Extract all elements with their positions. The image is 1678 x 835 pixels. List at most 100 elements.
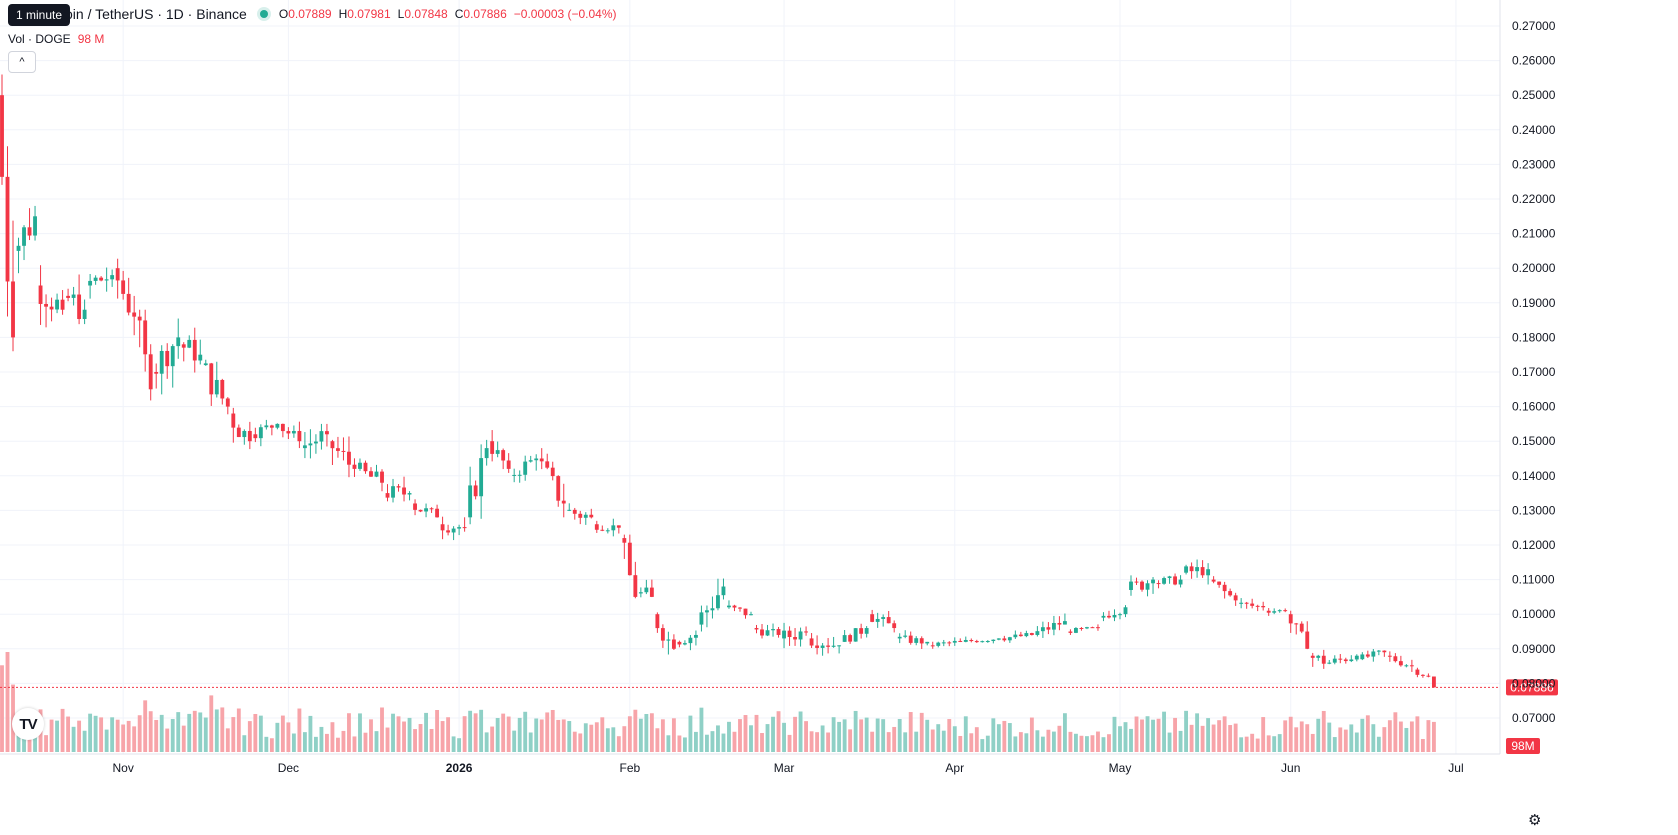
volume-bar — [1415, 716, 1420, 752]
volume-bar — [1321, 710, 1326, 752]
price-tick-label: 0.09000 — [1512, 642, 1556, 656]
candle-body — [71, 294, 76, 298]
price-tick-label: 0.27000 — [1512, 19, 1556, 33]
volume-bar — [269, 738, 274, 752]
high-label: H — [338, 7, 348, 21]
volume-bar — [561, 719, 566, 752]
candle-body — [826, 645, 831, 647]
candle-body — [302, 445, 307, 449]
last-volume-label: 98M — [1511, 739, 1534, 753]
candle-body — [1129, 581, 1133, 590]
volume-bar — [198, 712, 203, 752]
price-axis[interactable]: 0.27000 0.26000 0.25000 0.24000 0.23000 0.220… — [1499, 0, 1556, 754]
candle-body — [1371, 651, 1376, 657]
candle-body — [484, 448, 489, 459]
candle-body — [848, 635, 853, 642]
volume-bar — [176, 712, 181, 752]
candle-body — [716, 595, 720, 609]
candle-body — [1018, 634, 1023, 637]
candle-body — [1404, 665, 1409, 667]
volume-bar — [1024, 733, 1029, 752]
volume-bar — [682, 737, 687, 752]
candle-body — [440, 524, 445, 531]
volume-bar — [27, 730, 32, 752]
candle-body — [385, 493, 390, 498]
settings-gear-icon[interactable]: ⚙ — [1528, 812, 1542, 829]
volume-bar — [611, 727, 616, 752]
volume-bar — [1112, 716, 1117, 752]
candle-body — [176, 337, 181, 347]
volume-bar — [1266, 735, 1271, 752]
candle-body — [451, 528, 456, 533]
candle-body — [996, 638, 1001, 640]
volume-bar — [991, 718, 996, 752]
volume-bar — [330, 722, 335, 752]
candle-body — [903, 635, 908, 637]
candle-body — [258, 427, 263, 439]
time-axis[interactable]: Nov Dec 2026 Feb Mar Apr May Jun Jul — [0, 753, 1500, 775]
candle-body — [1162, 578, 1166, 584]
volume-label[interactable]: Vol · DOGE — [8, 32, 71, 46]
candle-body — [776, 629, 781, 635]
volume-bar — [302, 732, 307, 752]
candle-body — [611, 525, 616, 531]
candle-body — [820, 645, 825, 648]
price-tick-label: 0.21000 — [1512, 227, 1556, 241]
candle-body — [886, 617, 891, 624]
candle-body — [1123, 607, 1128, 615]
candle-body — [699, 612, 704, 625]
volume-bar — [782, 722, 786, 752]
candle-body — [1057, 622, 1062, 625]
volume-bar — [710, 731, 715, 752]
volume-bar — [143, 700, 148, 752]
candle-body — [1090, 627, 1095, 629]
candle-body — [1085, 627, 1089, 629]
volume-series — [0, 652, 1436, 752]
candle-body — [93, 277, 98, 281]
volume-bar — [875, 718, 880, 752]
volume-bar — [804, 721, 809, 752]
volume-bar — [1343, 729, 1348, 752]
volume-bar — [435, 709, 440, 752]
candle-body — [468, 485, 473, 518]
time-tick-label: Jun — [1281, 761, 1300, 775]
volume-bar — [429, 728, 434, 752]
candle-body — [1316, 655, 1321, 658]
candle-body — [1398, 661, 1403, 666]
candle-body — [1244, 602, 1249, 604]
candle-body — [622, 538, 627, 543]
candle-body — [1035, 631, 1040, 635]
candle-body — [347, 451, 351, 465]
volume-bar — [1013, 736, 1018, 752]
volume-bar — [214, 709, 219, 752]
candle-body — [985, 641, 990, 643]
candle-body — [572, 509, 577, 514]
candle-body — [859, 628, 864, 634]
volume-bar — [1409, 721, 1414, 752]
candle-body — [1343, 659, 1348, 662]
volume-bar — [203, 717, 208, 752]
price-tick-label: 0.24000 — [1512, 123, 1556, 137]
candle-body — [1294, 623, 1299, 625]
volume-bar — [699, 707, 704, 752]
volume-bar — [958, 735, 963, 752]
volume-bar — [787, 734, 792, 752]
candle-body — [875, 618, 880, 622]
volume-bar — [462, 716, 467, 752]
volume-bar — [677, 735, 682, 752]
volume-bar — [126, 720, 131, 752]
volume-bar — [490, 726, 495, 752]
close-label: C — [454, 7, 464, 21]
candle-body — [534, 458, 539, 461]
symbol-title[interactable]: oin / TetherUS · 1D · Binance — [65, 6, 247, 22]
volume-bar — [247, 721, 252, 752]
volume-bar — [1371, 724, 1376, 752]
volume-bar — [1316, 718, 1321, 752]
price-tick-label: 0.18000 — [1512, 330, 1556, 344]
collapse-legend-button[interactable]: ^ — [8, 51, 36, 73]
tradingview-logo-icon[interactable]: TV — [12, 708, 44, 740]
candle-body — [798, 631, 803, 640]
price-tick-label: 0.08000 — [1512, 676, 1556, 690]
volume-bar — [402, 721, 406, 752]
